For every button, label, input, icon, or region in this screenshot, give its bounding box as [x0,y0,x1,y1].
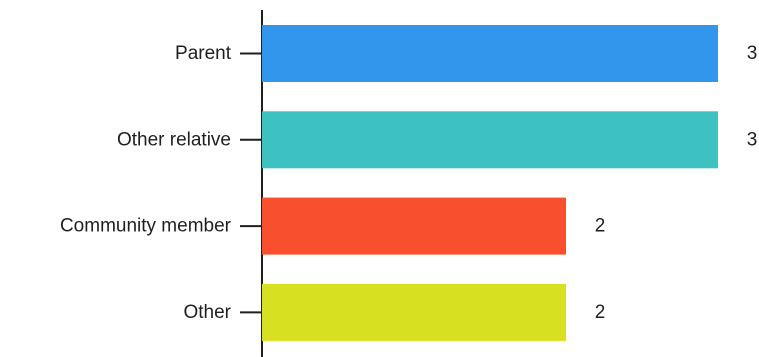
bars: Parent 3 Other relative 3 Community member 2 O… [60,25,757,341]
bar [262,25,718,82]
value-label: 2 [595,302,606,323]
category-label: Other relative [117,129,231,150]
bar [262,111,718,169]
category-label: Other [183,302,231,323]
bar [262,283,566,341]
category-label: Community member [60,216,232,237]
bar [262,197,566,255]
category-label: Parent [175,43,232,64]
value-label: 2 [595,216,606,237]
value-label: 3 [747,43,758,64]
value-label: 3 [747,129,758,150]
